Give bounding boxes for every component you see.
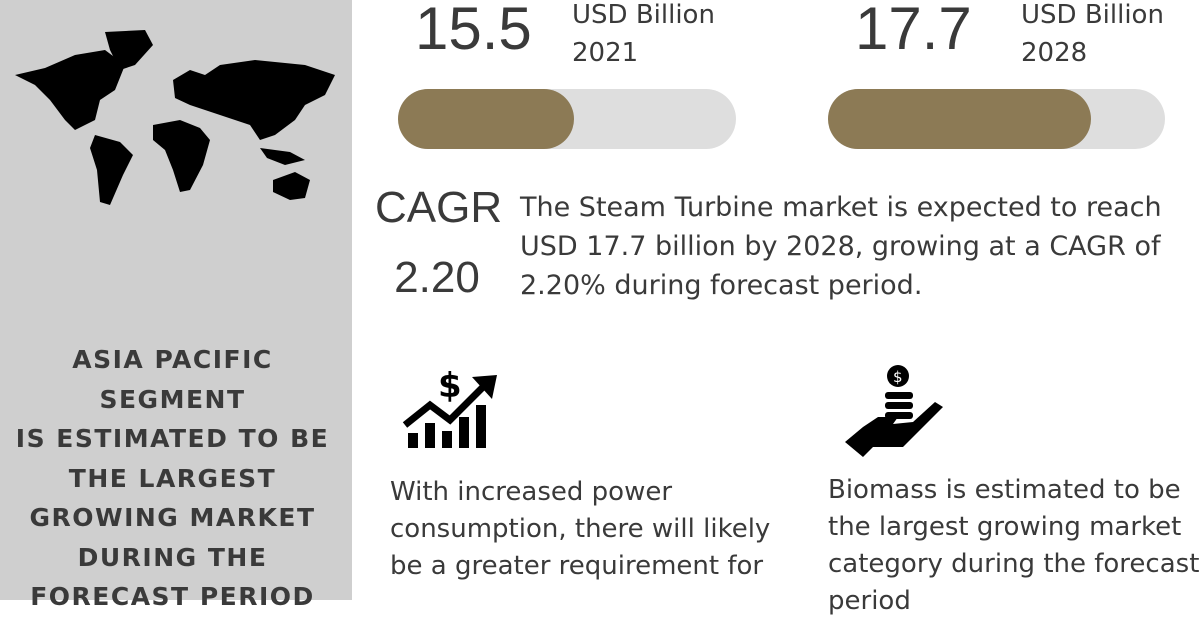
unit-label: USD Billion [1021, 0, 1164, 30]
note-line: period [828, 586, 911, 616]
progress-fill [828, 89, 1091, 149]
hand-coins-icon: $ [845, 365, 943, 457]
headline-line: FORECAST PERIOD [30, 582, 315, 611]
stat-2028-value: 17.7 [855, 0, 972, 62]
region-headline: ASIA PACIFIC SEGMENT IS ESTIMATED TO BE … [0, 340, 345, 617]
note-line: be a greater requirement for [390, 551, 764, 581]
note-line: consumption, there will likely [390, 514, 771, 544]
note-line: the largest growing market [828, 512, 1182, 542]
year-label: 2028 [1021, 38, 1088, 68]
year-label: 2021 [572, 38, 639, 68]
svg-text:$: $ [893, 368, 903, 386]
biomass-note: Biomass is estimated to be the largest g… [828, 472, 1199, 620]
progress-fill [398, 89, 574, 149]
note-line: category during the forecast [828, 549, 1200, 579]
note-line: Biomass is estimated to be [828, 475, 1181, 505]
stat-2028-unit: USD Billion 2028 [1021, 0, 1164, 72]
stat-2021-unit: USD Billion 2021 [572, 0, 715, 72]
progress-bar-2028 [828, 89, 1165, 149]
headline-line: DURING THE [77, 542, 268, 572]
power-consumption-note: With increased power consumption, there … [390, 474, 770, 585]
progress-bar-2021 [398, 89, 736, 149]
unit-label: USD Billion [572, 0, 715, 30]
sidebar-panel: ASIA PACIFIC SEGMENT IS ESTIMATED TO BE … [0, 0, 352, 611]
cagr-description: The Steam Turbine market is expected to … [520, 192, 1162, 301]
world-map-icon [15, 30, 335, 205]
headline-line: IS ESTIMATED TO BE [15, 424, 330, 453]
headline-line: ASIA PACIFIC SEGMENT [72, 345, 273, 414]
dollar-growth-chart-icon: $ [402, 366, 497, 448]
headline-line: THE LARGEST [68, 463, 277, 493]
headline-line: GROWING MARKET [29, 503, 316, 532]
note-line: With increased power [390, 477, 673, 507]
cagr-label: CAGR [375, 183, 503, 232]
stat-2021-value: 15.5 [415, 0, 532, 62]
cagr-value: 2.20 [394, 253, 480, 302]
svg-text:$: $ [438, 366, 462, 406]
